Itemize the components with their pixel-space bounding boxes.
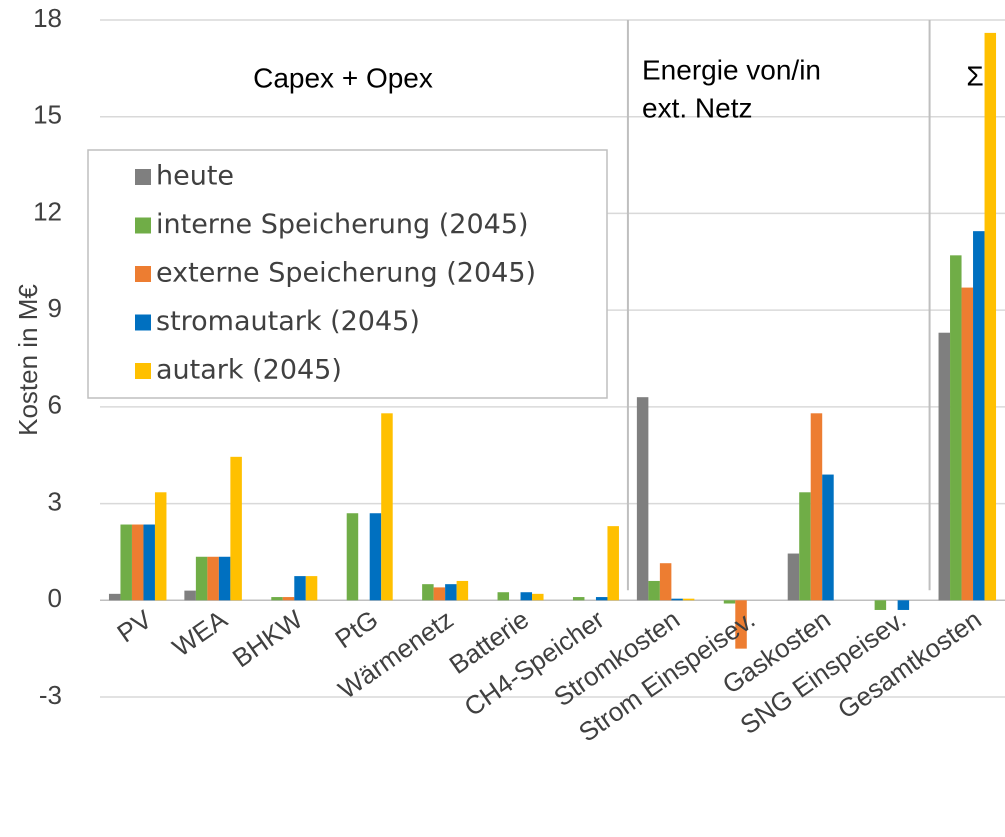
bar [294,576,306,601]
annotation: ext. Netz [642,92,752,123]
legend-box [87,149,608,399]
bar [595,597,608,601]
bar [671,598,683,601]
legend: heute interne Speicherung (2045) externe S… [87,149,608,399]
bar [636,397,649,601]
legend-swatch [135,266,151,282]
bar [735,600,747,649]
annotation: Energie von/in [642,54,821,85]
legend-label: autark (2045) [156,355,342,386]
bar [961,287,974,601]
bar [682,598,695,601]
y-tick-label: 9 [48,293,62,323]
bar [799,492,811,601]
y-tick-label: 12 [33,196,62,226]
y-tick-label: 3 [48,486,62,516]
legend-label: heute [156,161,234,192]
bar [346,513,359,601]
bar [497,592,510,601]
legend-swatch [135,314,151,331]
y-tick-label: 0 [48,583,62,613]
legend-label: stromautark (2045) [156,306,420,337]
bar [822,474,834,601]
bar [207,556,219,601]
bar [648,580,660,601]
y-tick-label: 6 [48,390,62,420]
bar [445,584,457,601]
bar [282,597,295,601]
x-tick-label: WEA [167,604,233,663]
y-tick-label: -3 [39,680,62,710]
bar [659,563,672,601]
annotation: Σ [966,60,983,91]
bar [305,576,318,601]
bar [230,456,242,601]
bar [607,526,619,601]
bar [195,556,208,601]
bar [381,413,393,601]
bar [456,580,469,601]
y-axis-label: Kosten in M€ [13,284,43,436]
bar [143,524,155,601]
bar [108,593,121,601]
bar [723,600,736,604]
legend-label: interne Speicherung (2045) [156,209,529,240]
bar [532,593,544,601]
bar [874,600,887,610]
bar [271,597,283,601]
y-tick-label: 15 [33,100,62,130]
bar [938,332,951,601]
bar [120,524,132,601]
bar [984,32,997,601]
bar [950,255,962,601]
bar [572,597,585,601]
bar [218,556,231,601]
x-tick-label: PV [111,604,157,649]
annotation: Capex + Opex [253,62,433,93]
bar [154,492,167,601]
legend-swatch [135,363,151,379]
legend-swatch [135,217,151,234]
legend-label: externe Speicherung (2045) [156,258,536,289]
bar [973,231,985,601]
bar [422,584,434,601]
y-tick-label: 18 [33,3,62,33]
x-tick-label: PtG [329,604,383,654]
bar [433,587,446,601]
bar [810,413,823,601]
bar [520,592,533,601]
legend-swatch [135,169,151,185]
bar [897,600,910,610]
bar [787,553,800,601]
x-tick-label: BHKW [227,604,308,674]
bar [369,513,382,601]
bar [131,524,144,601]
bar [184,590,196,601]
